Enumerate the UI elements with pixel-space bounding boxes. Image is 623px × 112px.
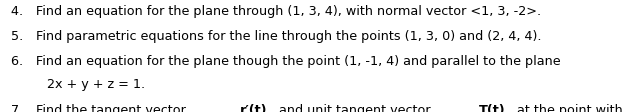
Text: 6. Find an equation for the plane though the point (1, -1, 4) and parallel to th: 6. Find an equation for the plane though…	[11, 55, 561, 68]
Text: 2x + y + z = 1.: 2x + y + z = 1.	[47, 78, 145, 91]
Text: r′(t): r′(t)	[240, 104, 267, 112]
Text: 5. Find parametric equations for the line through the points (1, 3, 0) and (2, 4: 5. Find parametric equations for the lin…	[11, 30, 541, 43]
Text: at the point with t = 1 for: at the point with t = 1 for	[513, 104, 623, 112]
Text: and unit tangent vector: and unit tangent vector	[275, 104, 435, 112]
Text: T(t): T(t)	[479, 104, 506, 112]
Text: 4. Find an equation for the plane through (1, 3, 4), with normal vector <1, 3, -: 4. Find an equation for the plane throug…	[11, 5, 541, 18]
Text: 7. Find the tangent vector: 7. Find the tangent vector	[11, 104, 190, 112]
